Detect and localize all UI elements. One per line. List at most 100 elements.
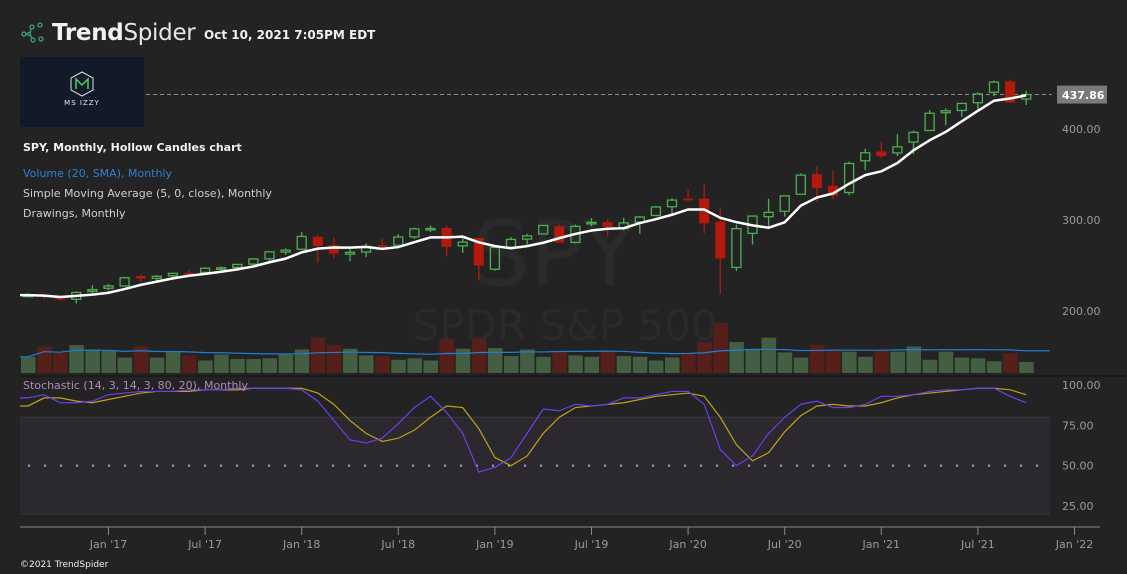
candle-body-up (586, 221, 597, 225)
spider-network-icon (21, 22, 44, 43)
volume-bar (471, 338, 487, 373)
candle-body-down (473, 237, 484, 266)
volume-bar (970, 358, 986, 373)
legend-drawings[interactable]: Drawings, Monthly (23, 207, 126, 220)
volume-bar (117, 357, 133, 373)
time-tick-label: Jan '17 (89, 538, 127, 551)
volume-bar (69, 345, 84, 373)
volume-bar (729, 342, 744, 373)
volume-bar (359, 355, 374, 373)
volume-bar (874, 350, 889, 373)
candle-body-down (876, 151, 887, 157)
candle-body-up (972, 93, 984, 104)
candle-body-up (119, 277, 130, 287)
candle-body-up (248, 258, 259, 265)
volume-bar (214, 354, 229, 373)
volume-bar (584, 356, 599, 373)
brand-name: TrendSpider (52, 20, 196, 46)
candle-body-up (843, 162, 855, 194)
candle-body-down (135, 276, 146, 279)
volume-bar (520, 349, 535, 373)
volume-bar (761, 337, 777, 373)
volume-bar (648, 360, 664, 373)
volume-bar (536, 356, 551, 373)
volume-bar (777, 352, 793, 373)
candle-body-down (184, 272, 194, 275)
candle-body-up (167, 272, 179, 277)
time-tick-label: Jul '17 (187, 538, 222, 551)
candle-body-up (908, 131, 919, 143)
candle-body-up (779, 195, 790, 212)
volume-bar (487, 348, 503, 373)
volume-bar (938, 351, 954, 373)
volume-bar (1019, 361, 1034, 373)
candle-body-up (103, 285, 114, 289)
volume-bar (809, 345, 825, 373)
candle-body-up (924, 112, 935, 132)
timestamp: Oct 10, 2021 7:05PM EDT (204, 28, 376, 42)
volume-bar (697, 342, 712, 373)
volume-bar (101, 350, 116, 373)
volume-bar (632, 356, 648, 373)
volume-bar (987, 361, 1002, 373)
candle-body-up (860, 152, 871, 162)
candle-body-down (312, 236, 323, 246)
candle-body-up (666, 199, 678, 208)
time-tick-label: Jul '20 (767, 538, 802, 551)
candle-body-up (151, 275, 162, 280)
volume-bar (21, 356, 36, 373)
copyright: ©2021 TrendSpider (20, 560, 109, 570)
candle-body-up (87, 288, 98, 292)
volume-bar (198, 360, 213, 373)
legend-main-series[interactable]: SPY, Monthly, Hollow Candles chart (23, 141, 242, 154)
time-tick-label: Jan '19 (475, 538, 513, 551)
volume-bar (149, 357, 165, 373)
candle-body-up (409, 228, 420, 238)
candle-body-down (715, 221, 726, 259)
price-tick-label: 300.00 (1062, 214, 1101, 227)
legend-stochastic[interactable]: Stochastic (14, 3, 14, 3, 80, 20), Month… (23, 379, 249, 392)
volume-bar (53, 353, 68, 373)
candle-body-down (377, 245, 388, 247)
stoch-tick-label: 50.00 (1062, 460, 1094, 473)
stoch-tick-label: 100.00 (1062, 379, 1101, 392)
candle-body-up (521, 235, 533, 240)
brand-logo: TrendSpider (20, 20, 196, 46)
candle-body-up (940, 110, 951, 114)
volume-bar (954, 357, 970, 373)
stoch-k-line (20, 387, 1027, 473)
stoch-tick-label: 75.00 (1062, 419, 1094, 432)
candle-body-up (344, 251, 356, 255)
candle-body-up (425, 227, 436, 231)
volume-bar (681, 352, 696, 373)
legend-volume[interactable]: Volume (20, SMA), Monthly (23, 167, 173, 180)
user-logo: MS IZZY (20, 57, 144, 127)
time-tick-label: Jan '18 (282, 538, 320, 551)
candle-body-down (811, 174, 822, 189)
candle-body-down (699, 198, 710, 224)
volume-bar (600, 350, 616, 373)
volume-bar (165, 351, 181, 373)
volume-bar (858, 356, 873, 373)
volume-bar (439, 339, 455, 373)
candle-body-down (828, 185, 838, 196)
legend-sma[interactable]: Simple Moving Average (5, 0, close), Mon… (23, 187, 272, 200)
candle-body-up (199, 267, 211, 274)
candle-body-up (763, 211, 774, 218)
volume-bar (294, 349, 310, 373)
volume-bar (182, 355, 197, 373)
time-tick-label: Jan '20 (668, 538, 706, 551)
candle-body-up (795, 174, 806, 195)
volume-bar (391, 359, 406, 373)
last-price-badge (1057, 85, 1107, 104)
volume-bar (85, 349, 100, 373)
candle-body-down (683, 198, 694, 201)
candle-body-up (232, 263, 243, 269)
volume-bar (133, 346, 149, 373)
sma-line (20, 94, 1027, 299)
volume-bar (504, 356, 519, 373)
candle-body-up (280, 249, 291, 253)
volume-bar (793, 357, 809, 373)
candle-body-up (988, 81, 1000, 93)
